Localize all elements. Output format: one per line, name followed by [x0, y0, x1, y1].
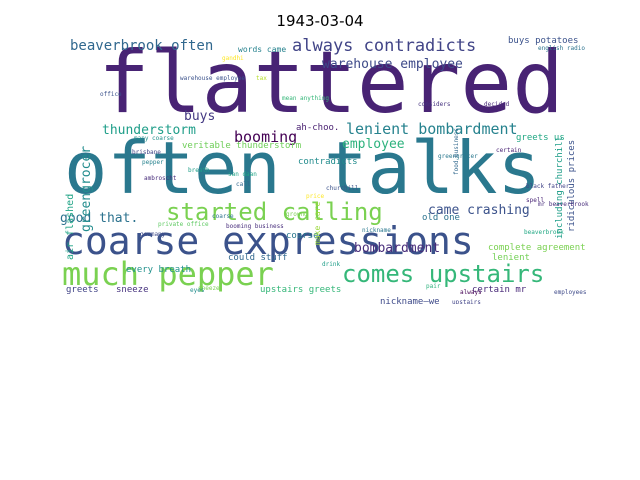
- word-small: tax: [256, 75, 267, 82]
- word-small: drink: [322, 261, 341, 268]
- word-ah-choo: ah-choo.: [296, 123, 340, 133]
- word-came-crashing: came crashing: [428, 203, 530, 218]
- word-small: nickname: [362, 227, 391, 234]
- word-lenient: lenient: [492, 253, 530, 263]
- word-small: brisbane: [132, 149, 161, 156]
- word-complete-agreement: complete agreement: [488, 243, 586, 253]
- word-coarse-expressions: coarse expressions: [62, 219, 474, 263]
- word-small: many coarse: [134, 135, 174, 142]
- word-good-that: good that.: [60, 211, 139, 226]
- word-buys: buys: [184, 109, 216, 124]
- word-small: san daan: [228, 171, 257, 178]
- word-small: office: [100, 91, 122, 98]
- word-started-calling: started calling: [166, 198, 383, 226]
- word-small: black father: [526, 183, 570, 190]
- word-small: considers: [418, 101, 451, 108]
- word-greets-us: greets us: [516, 133, 565, 143]
- word-contradicts: contradicts: [298, 157, 358, 167]
- word-small: private office: [158, 221, 209, 228]
- word-small: certain: [496, 147, 522, 154]
- word-could-stuff: could stuff: [228, 253, 288, 263]
- word-small: churchill: [326, 185, 359, 192]
- word-flattered: flattered: [98, 36, 564, 133]
- word-nickname-we: nickname—we: [380, 297, 440, 305]
- word-small: breath: [188, 167, 210, 174]
- word-much-pepper: much pepper: [62, 255, 274, 293]
- word-small: price: [306, 193, 325, 200]
- word-comes-upstairs: comes upstairs: [342, 260, 545, 288]
- word-air-flashed: air flashed: [65, 193, 76, 260]
- word-old-one: old one: [422, 213, 460, 223]
- word-small: greengrocer: [438, 153, 478, 160]
- word-veritable-thunderstorm: veritable thunderstorm: [182, 141, 302, 151]
- word-upstairs-greets: upstairs greets: [260, 285, 342, 295]
- word-small: call: [236, 181, 251, 188]
- word-small: coarse: [212, 213, 234, 220]
- word-small: germany: [140, 231, 166, 238]
- word-small: pair: [426, 283, 441, 290]
- word-buys-potatoes: buys potatoes: [508, 36, 579, 46]
- word-small: mean anything: [282, 95, 329, 102]
- word-thunderstorm: thunderstorm: [102, 123, 196, 138]
- word-often-talks: often talks: [64, 126, 541, 210]
- word-sneeze: sneeze: [116, 285, 149, 295]
- word-small: always: [460, 289, 482, 296]
- word-small: spell: [526, 197, 545, 204]
- word-certain-mr: certain mr: [472, 285, 527, 295]
- word-warehouse-employee: warehouse employee: [322, 57, 463, 72]
- word-small: gandhi: [222, 55, 244, 62]
- word-always-contradicts: always contradicts: [292, 36, 477, 56]
- word-small: ground: [286, 211, 308, 218]
- word-small: words came: [238, 45, 287, 54]
- chart-title: 1943-03-04: [276, 12, 364, 30]
- word-small: warehouse employee: [180, 75, 246, 82]
- word-small: upstairs: [452, 299, 481, 305]
- word-small: decided: [484, 101, 510, 108]
- word-small: eyes: [190, 287, 205, 294]
- word-small: ambroscht: [144, 175, 177, 182]
- word-booming: booming: [234, 128, 298, 146]
- word-small: food business: [453, 128, 460, 175]
- word-greets: greets: [66, 285, 99, 295]
- word-small: booming business: [226, 223, 284, 230]
- word-every-breath: every breath: [126, 265, 192, 275]
- word-lenient-bombardment: lenient bombardment: [346, 120, 518, 138]
- word-small: employees: [554, 289, 587, 296]
- word-employee: employee: [342, 137, 405, 152]
- word-small: pepper: [142, 159, 164, 166]
- word-coarse: coarse: [286, 231, 319, 241]
- word-greengrocer: greengrocer: [79, 145, 94, 232]
- word-make-care: make care: [313, 201, 322, 245]
- word-small: sneeze: [198, 285, 220, 292]
- word-bombardment: bombardment: [354, 241, 441, 256]
- word-beaverbrook-often: beaverbrook often: [70, 38, 214, 54]
- word-small: english radio: [538, 45, 585, 52]
- word-small: mr beaverbrook: [538, 201, 589, 208]
- word-small: beaverbrook: [524, 229, 564, 236]
- word-cloud: flattered often talks coarse expressions…: [60, 36, 594, 304]
